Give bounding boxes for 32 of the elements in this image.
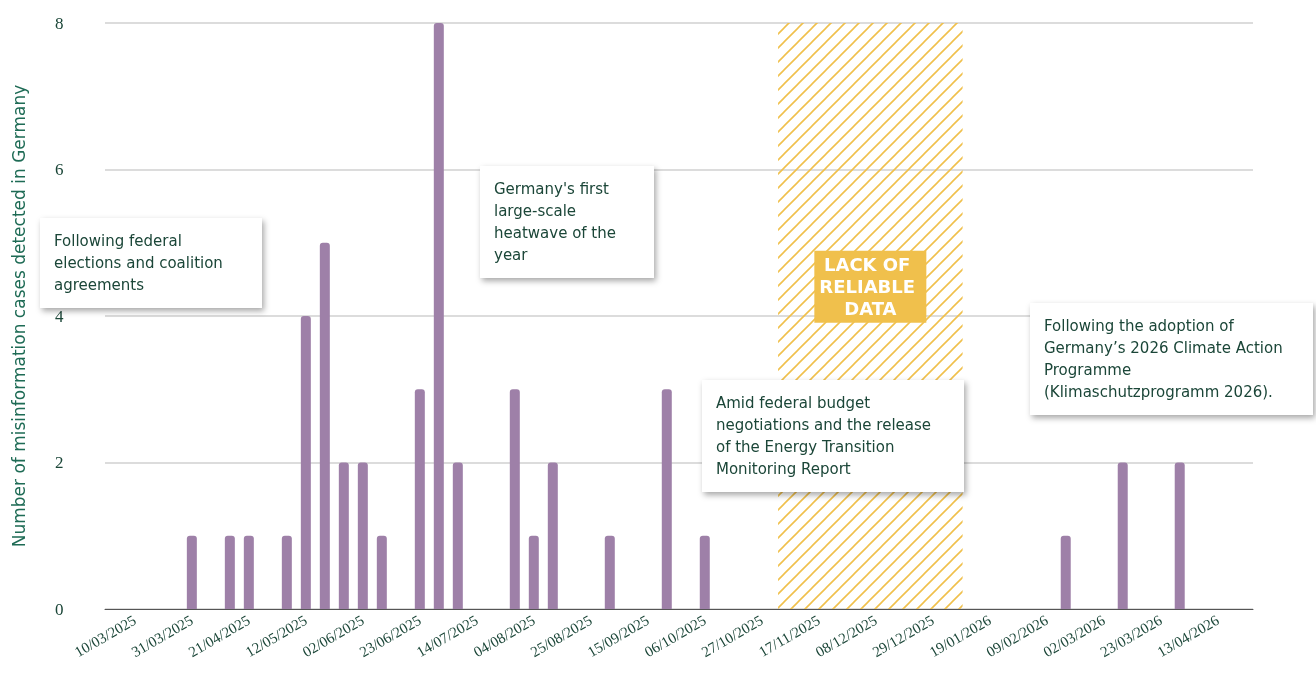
bar <box>338 462 349 609</box>
bar <box>528 535 539 609</box>
y-tick-label: 6 <box>55 160 64 179</box>
bar <box>699 535 710 609</box>
bar <box>433 23 444 609</box>
bar <box>319 242 330 609</box>
bar <box>1174 462 1185 609</box>
callout-box: Following federal elections and coalition agreements <box>40 218 262 308</box>
bar <box>604 535 615 609</box>
callout-box: Following the adoption of Germany’s 2026 Climate Action Programme (Klimaschutzprogramm 2026). <box>1030 303 1313 415</box>
callout-box: Germany's first large-scale heatwave of the year <box>480 166 654 278</box>
band-label: LACK OF RELIABLE DATA <box>819 254 922 320</box>
bar <box>661 389 672 609</box>
bar <box>300 316 311 609</box>
y-tick-label: 2 <box>55 453 64 472</box>
bar <box>376 535 387 609</box>
bar <box>1117 462 1128 609</box>
bar <box>547 462 558 609</box>
callout-box: Amid federal budget negotiations and the release of the Energy Transition Monitoring Report <box>702 380 964 492</box>
bar <box>452 462 463 609</box>
bar <box>186 535 197 609</box>
y-tick-label: 4 <box>55 306 64 326</box>
y-tick-label: 0 <box>55 599 64 619</box>
bar <box>281 535 292 609</box>
bar <box>357 462 368 609</box>
bar <box>243 535 254 609</box>
bar <box>509 389 520 609</box>
bar <box>1060 535 1071 609</box>
bar <box>224 535 235 609</box>
bar <box>414 389 425 609</box>
y-tick-label: 8 <box>55 13 64 33</box>
y-axis-title: Number of misinformation cases detected in Germany <box>8 84 29 548</box>
